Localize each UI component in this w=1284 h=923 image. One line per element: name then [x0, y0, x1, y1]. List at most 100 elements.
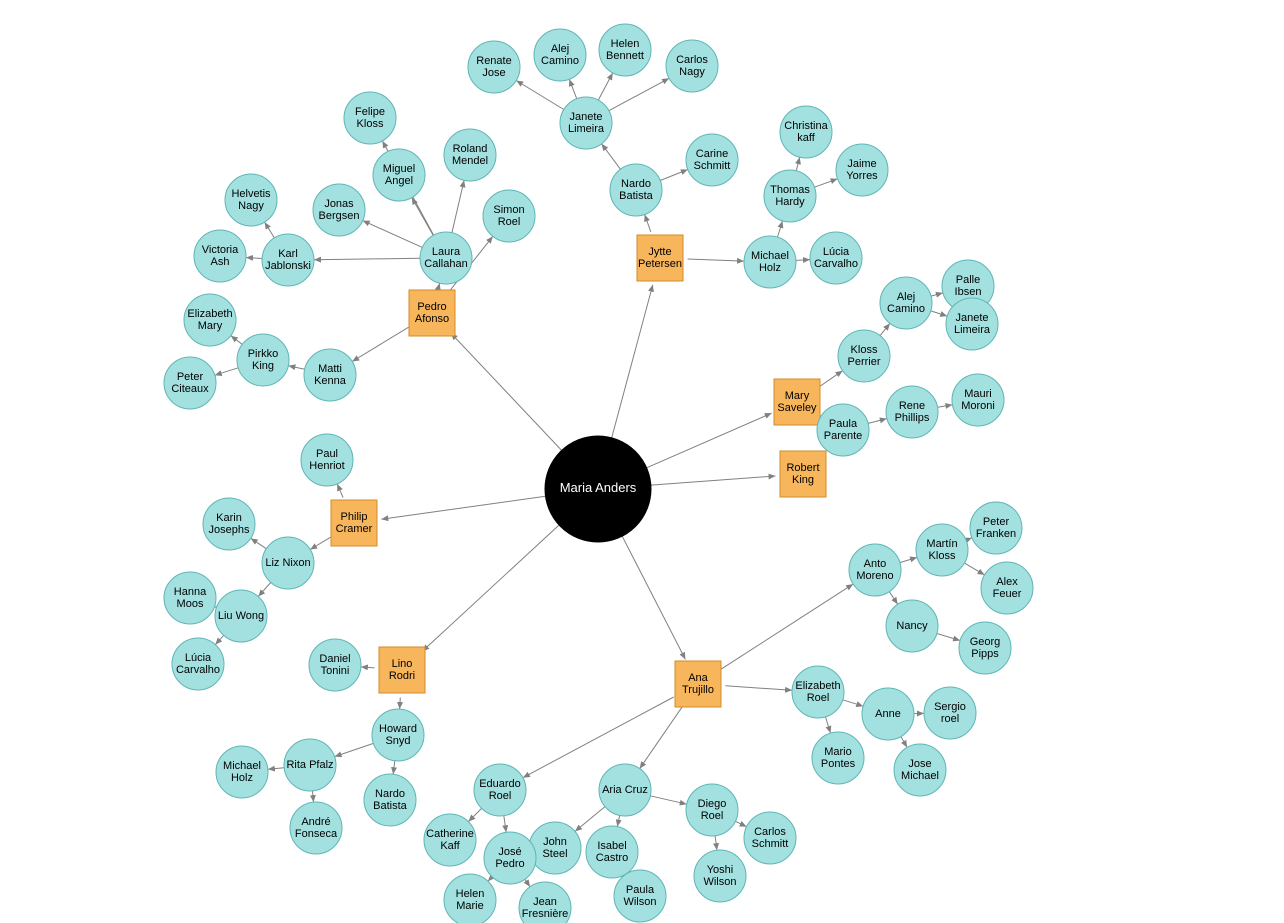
leaf-node-shape[interactable] — [304, 349, 356, 401]
node-thardy[interactable]: ThomasHardy — [764, 170, 816, 222]
leaf-node-shape[interactable] — [886, 386, 938, 438]
node-renate[interactable]: RenateJose — [468, 41, 520, 93]
node-nardo[interactable]: NardoBatista — [610, 164, 662, 216]
node-roland[interactable]: RolandMendel — [444, 129, 496, 181]
leaf-node-shape[interactable] — [373, 149, 425, 201]
node-lucia2[interactable]: LúciaCarvalho — [172, 638, 224, 690]
hub-node-shape[interactable] — [379, 647, 425, 693]
node-howard[interactable]: HowardSnyd — [372, 709, 424, 761]
leaf-node-shape[interactable] — [981, 562, 1033, 614]
leaf-node-shape[interactable] — [203, 498, 255, 550]
node-andre[interactable]: AndréFonseca — [290, 802, 342, 854]
leaf-node-shape[interactable] — [468, 41, 520, 93]
node-cathk[interactable]: CatherineKaff — [424, 814, 476, 866]
node-georg[interactable]: GeorgPipps — [959, 622, 1011, 674]
leaf-node-shape[interactable] — [474, 764, 526, 816]
node-alejc2[interactable]: AlejCamino — [880, 277, 932, 329]
hub-node-shape[interactable] — [774, 379, 820, 425]
node-kloss[interactable]: KlossPerrier — [838, 330, 890, 382]
leaf-node-shape[interactable] — [586, 826, 638, 878]
node-peterf[interactable]: PeterFranken — [970, 502, 1022, 554]
leaf-node-shape[interactable] — [237, 334, 289, 386]
leaf-node-shape[interactable] — [924, 687, 976, 739]
node-michaelh[interactable]: MichaelHolz — [744, 236, 796, 288]
leaf-node-shape[interactable] — [764, 170, 816, 222]
leaf-node-shape[interactable] — [301, 434, 353, 486]
node-cschmitt[interactable]: CarlosSchmitt — [744, 812, 796, 864]
leaf-node-shape[interactable] — [529, 822, 581, 874]
leaf-node-shape[interactable] — [780, 106, 832, 158]
leaf-node-shape[interactable] — [694, 850, 746, 902]
node-elizroel[interactable]: ElizabethRoel — [792, 666, 844, 718]
node-hanna[interactable]: HannaMoos — [164, 572, 216, 624]
node-eduardo[interactable]: EduardoRoel — [474, 764, 526, 816]
leaf-node-shape[interactable] — [164, 357, 216, 409]
node-karl[interactable]: KarlJablonski — [262, 234, 314, 286]
node-paulh[interactable]: PaulHenriot — [301, 434, 353, 486]
node-ana[interactable]: AnaTrujillo — [675, 661, 721, 707]
leaf-node-shape[interactable] — [817, 404, 869, 456]
node-alexf[interactable]: AlexFeuer — [981, 562, 1033, 614]
leaf-node-shape[interactable] — [686, 784, 738, 836]
hub-node-shape[interactable] — [331, 500, 377, 546]
leaf-node-shape[interactable] — [970, 502, 1022, 554]
node-alejc1[interactable]: AlejCamino — [534, 29, 586, 81]
node-pirkko[interactable]: PirkkoKing — [237, 334, 289, 386]
node-diego[interactable]: DiegoRoel — [686, 784, 738, 836]
leaf-node-shape[interactable] — [216, 746, 268, 798]
node-helenb[interactable]: HelenBennett — [599, 24, 651, 76]
leaf-node-shape[interactable] — [519, 882, 571, 923]
node-mary[interactable]: MarySaveley — [774, 379, 820, 425]
node-elizmary[interactable]: ElizabethMary — [184, 294, 236, 346]
leaf-node-shape[interactable] — [284, 739, 336, 791]
leaf-node-shape[interactable] — [744, 812, 796, 864]
leaf-node-shape[interactable] — [838, 330, 890, 382]
leaf-node-shape[interactable] — [894, 744, 946, 796]
node-yoshi[interactable]: YoshiWilson — [694, 850, 746, 902]
leaf-node-shape[interactable] — [424, 814, 476, 866]
node-nancy[interactable]: Nancy — [886, 600, 938, 652]
leaf-node-shape[interactable] — [916, 524, 968, 576]
node-mario[interactable]: MarioPontes — [812, 732, 864, 784]
node-peterc[interactable]: PeterCiteaux — [164, 357, 216, 409]
leaf-node-shape[interactable] — [666, 40, 718, 92]
leaf-node-shape[interactable] — [309, 639, 361, 691]
leaf-node-shape[interactable] — [959, 622, 1011, 674]
node-robert[interactable]: RobertKing — [780, 451, 826, 497]
node-janete2[interactable]: JaneteLimeira — [946, 298, 998, 350]
leaf-node-shape[interactable] — [225, 174, 277, 226]
leaf-node-shape[interactable] — [614, 870, 666, 922]
hub-node-shape[interactable] — [780, 451, 826, 497]
node-sergio[interactable]: Sergioroel — [924, 687, 976, 739]
node-ckaff[interactable]: Christinakaff — [780, 106, 832, 158]
leaf-node-shape[interactable] — [886, 600, 938, 652]
node-paula1[interactable]: PaulaParente — [817, 404, 869, 456]
node-liznix[interactable]: Liz Nixon — [262, 537, 314, 589]
node-philip[interactable]: PhilipCramer — [331, 500, 377, 546]
node-laura[interactable]: LauraCallahan — [420, 232, 472, 284]
leaf-node-shape[interactable] — [599, 24, 651, 76]
leaf-node-shape[interactable] — [372, 709, 424, 761]
leaf-node-shape[interactable] — [610, 164, 662, 216]
node-aria[interactable]: Aria Cruz — [599, 764, 651, 816]
leaf-node-shape[interactable] — [534, 29, 586, 81]
hub-node-shape[interactable] — [637, 235, 683, 281]
leaf-node-shape[interactable] — [946, 298, 998, 350]
node-renep[interactable]: RenePhillips — [886, 386, 938, 438]
node-jaimey[interactable]: JaimeYorres — [836, 144, 888, 196]
node-helvetis[interactable]: HelvetisNagy — [225, 174, 277, 226]
node-felipe[interactable]: FelipeKloss — [344, 92, 396, 144]
leaf-node-shape[interactable] — [444, 129, 496, 181]
leaf-node-shape[interactable] — [952, 374, 1004, 426]
node-matti[interactable]: MattiKenna — [304, 349, 356, 401]
leaf-node-shape[interactable] — [444, 874, 496, 923]
leaf-node-shape[interactable] — [849, 544, 901, 596]
node-carine[interactable]: CarineSchmitt — [686, 134, 738, 186]
node-mauri[interactable]: MauriMoroni — [952, 374, 1004, 426]
leaf-node-shape[interactable] — [164, 572, 216, 624]
node-isabel[interactable]: IsabelCastro — [586, 826, 638, 878]
root-node-shape[interactable] — [545, 436, 651, 542]
node-josep[interactable]: JoséPedro — [484, 832, 536, 884]
leaf-node-shape[interactable] — [836, 144, 888, 196]
node-josem[interactable]: JoseMichael — [894, 744, 946, 796]
